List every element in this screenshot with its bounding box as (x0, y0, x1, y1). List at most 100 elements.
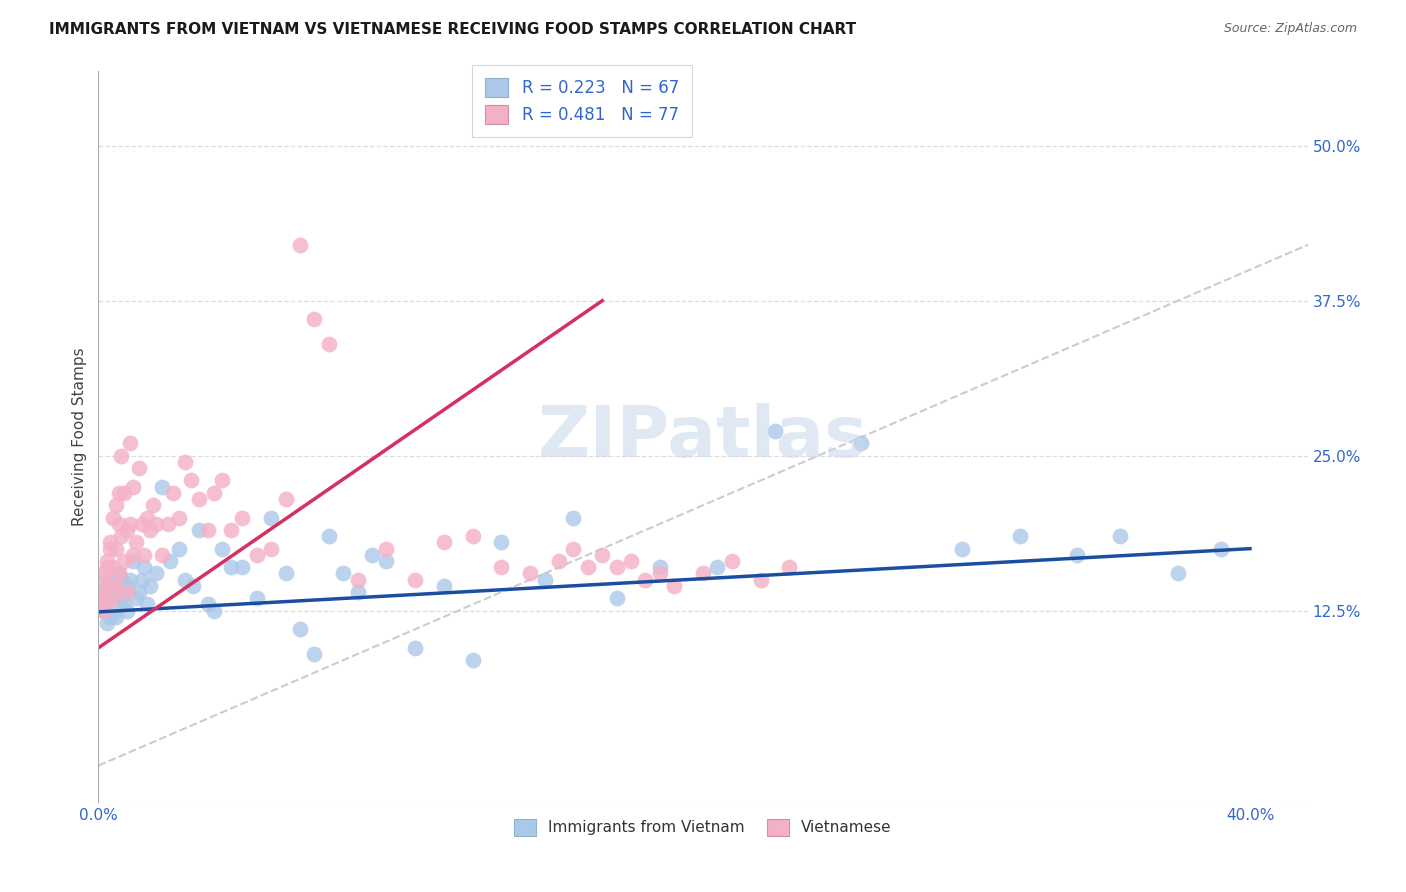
Point (1066, 548, 1088, 562)
Point (461, 653, 484, 667)
Point (346, 585, 368, 599)
Point (145, 516, 167, 531)
Point (120, 516, 142, 531)
Point (202, 486, 225, 500)
Point (112, 486, 135, 500)
Point (763, 424, 786, 438)
Point (778, 560, 800, 574)
Point (122, 548, 145, 562)
Point (150, 548, 173, 562)
Point (197, 598, 219, 612)
Point (98, 579, 121, 593)
Point (749, 573, 772, 587)
Point (260, 541, 283, 556)
Point (96, 615, 118, 630)
Point (1167, 566, 1189, 581)
Point (96, 554, 118, 568)
Y-axis label: Receiving Food Stamps: Receiving Food Stamps (72, 348, 87, 526)
Point (90, 591, 112, 606)
Point (404, 573, 426, 587)
Point (491, 535, 513, 549)
Point (115, 604, 138, 618)
Point (197, 523, 219, 537)
Point (375, 554, 398, 568)
Point (110, 529, 132, 543)
Point (692, 566, 714, 581)
Point (112, 554, 135, 568)
Point (98, 579, 121, 593)
Point (167, 510, 190, 524)
Point (519, 566, 541, 581)
Point (107, 486, 129, 500)
Point (104, 498, 127, 512)
Point (606, 560, 628, 574)
Point (332, 566, 354, 581)
Point (219, 560, 242, 574)
Point (620, 554, 643, 568)
Point (288, 238, 311, 252)
Point (115, 579, 138, 593)
Point (107, 579, 129, 593)
Point (318, 337, 340, 351)
Point (274, 566, 297, 581)
Point (361, 548, 384, 562)
Point (346, 573, 368, 587)
Point (706, 560, 728, 574)
Point (134, 548, 156, 562)
Point (107, 566, 129, 581)
Point (548, 554, 571, 568)
Point (1211, 541, 1233, 556)
Point (246, 591, 269, 606)
Point (304, 312, 326, 326)
Point (112, 598, 135, 612)
Point (720, 554, 742, 568)
Point (231, 510, 253, 524)
Point (246, 548, 269, 562)
Point (96, 598, 118, 612)
Point (90, 591, 112, 606)
Point (107, 516, 129, 531)
Point (139, 579, 162, 593)
Text: IMMIGRANTS FROM VIETNAM VS VIETNAMESE RECEIVING FOOD STAMPS CORRELATION CHART: IMMIGRANTS FROM VIETNAM VS VIETNAMESE RE… (49, 22, 856, 37)
Point (125, 535, 148, 549)
Point (591, 548, 613, 562)
Point (533, 573, 555, 587)
Point (219, 523, 242, 537)
Text: ZIPatlas: ZIPatlas (538, 402, 868, 472)
Point (950, 541, 973, 556)
Point (112, 585, 135, 599)
Point (433, 579, 456, 593)
Point (101, 591, 124, 606)
Point (634, 573, 657, 587)
Point (120, 436, 142, 450)
Point (562, 541, 585, 556)
Point (648, 566, 671, 581)
Point (104, 541, 127, 556)
Point (136, 598, 159, 612)
Point (90, 585, 112, 599)
Point (167, 541, 190, 556)
Point (98, 535, 121, 549)
Point (562, 510, 585, 524)
Point (93, 573, 115, 587)
Point (134, 560, 156, 574)
Point (131, 516, 153, 531)
Point (145, 566, 167, 581)
Point (648, 560, 671, 574)
Point (433, 535, 456, 549)
Point (173, 455, 195, 469)
Point (211, 474, 233, 488)
Text: Source: ZipAtlas.com: Source: ZipAtlas.com (1223, 22, 1357, 36)
Point (110, 591, 132, 606)
Point (101, 573, 124, 587)
Point (231, 560, 253, 574)
Legend: Immigrants from Vietnam, Vietnamese: Immigrants from Vietnam, Vietnamese (503, 808, 903, 847)
Point (304, 647, 326, 661)
Point (183, 579, 205, 593)
Point (110, 449, 132, 463)
Point (93, 604, 115, 618)
Point (288, 622, 311, 636)
Point (375, 541, 398, 556)
Point (159, 554, 181, 568)
Point (93, 566, 115, 581)
